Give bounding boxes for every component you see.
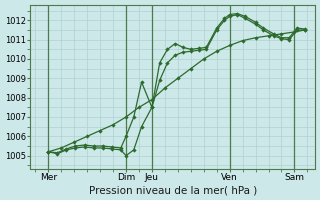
X-axis label: Pression niveau de la mer( hPa ): Pression niveau de la mer( hPa ) (89, 185, 257, 195)
